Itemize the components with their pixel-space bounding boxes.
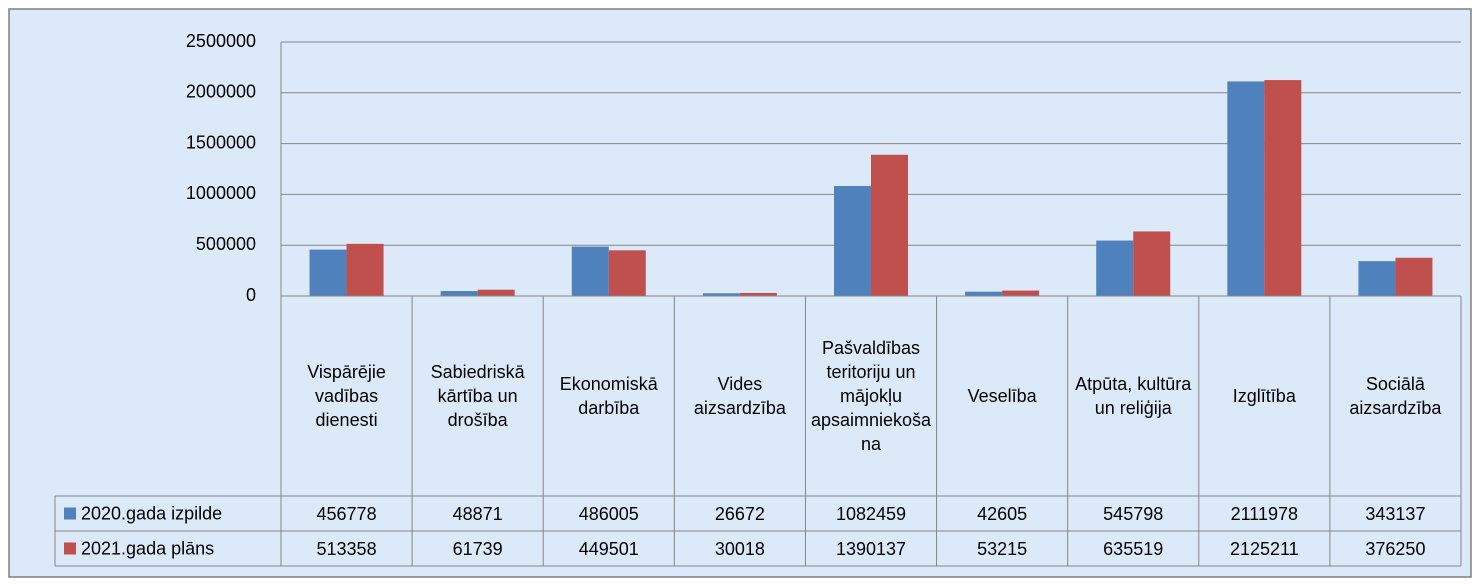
table-value-box: 456778	[316, 503, 377, 524]
category-label: Vispārējie vadības dienesti	[307, 362, 386, 430]
table-value: 48871	[452, 503, 503, 524]
bar	[834, 186, 871, 296]
table-value: 61739	[452, 538, 503, 559]
category-label-box: Atpūta, kultūra un reliģija	[1075, 374, 1192, 418]
category-label-box: Izglītība	[1232, 386, 1296, 406]
table-value: 42605	[977, 503, 1028, 524]
category-label: Vides aizsardzība	[693, 374, 786, 418]
category-label-box: Veselība	[967, 386, 1037, 406]
table-value: 30018	[714, 538, 765, 559]
table-value-box: 376250	[1365, 538, 1426, 559]
legend-swatch	[64, 507, 76, 520]
table-value-box: 486005	[578, 503, 639, 524]
category-label: Veselība	[967, 386, 1037, 406]
table-value-box: 1082459	[835, 503, 907, 524]
table-value: 456778	[316, 503, 377, 524]
table-value-box: 635519	[1103, 538, 1164, 559]
table-value-box: 449501	[578, 538, 639, 559]
bar	[1227, 81, 1265, 296]
table-value: 343137	[1365, 503, 1426, 524]
bar	[1002, 290, 1040, 296]
y-tick-label: 1000000	[186, 183, 256, 203]
bar	[571, 246, 609, 296]
bar	[1395, 257, 1433, 296]
category-label-box: Vispārējie vadības dienesti	[307, 362, 386, 430]
table-value: 1390137	[835, 538, 907, 559]
bar	[1264, 80, 1302, 297]
table-value-box: 26672	[714, 503, 765, 524]
table-value-box: 30018	[714, 538, 765, 559]
bar	[1358, 261, 1396, 296]
table-value: 26672	[714, 503, 765, 524]
table-value: 2125211	[1229, 538, 1299, 559]
table-value: 376250	[1365, 538, 1426, 559]
table-value-box: 513358	[316, 538, 377, 559]
table-value: 1082459	[835, 503, 907, 524]
table-value-box: 2125211	[1229, 538, 1299, 559]
category-label-box: Vides aizsardzība	[693, 374, 786, 418]
bar	[309, 249, 347, 296]
legend-label: 2020.gada izpilde	[81, 503, 222, 523]
bar	[739, 292, 777, 296]
table-value-box: 42605	[977, 503, 1028, 524]
category-label-box: Pašvaldības teritoriju un mājokļu apsaim…	[810, 338, 932, 454]
table-value-box: 53215	[977, 538, 1028, 559]
bar	[871, 154, 908, 296]
table-value: 513358	[316, 538, 377, 559]
bar	[965, 291, 1003, 296]
category-label: Sociālā aizsardzība	[1349, 374, 1442, 418]
table-value: 2111978	[1230, 503, 1299, 524]
bar	[346, 243, 384, 296]
bar	[1096, 240, 1134, 296]
table-value: 53215	[977, 538, 1028, 559]
y-tick-label: 0	[246, 285, 256, 305]
bar	[1133, 231, 1171, 296]
table-value-box: 61739	[452, 538, 503, 559]
category-label: Sabiedriskā kārtība un drošība	[430, 362, 525, 430]
category-label-box: Ekonomiskā darbība	[559, 374, 658, 418]
bar	[608, 250, 646, 296]
table-value-box: 2111978	[1230, 503, 1299, 524]
y-tick-label: 1500000	[186, 132, 256, 152]
category-label: Atpūta, kultūra un reliģija	[1075, 374, 1192, 418]
table-value: 486005	[578, 503, 639, 524]
table-value: 635519	[1103, 538, 1164, 559]
legend-label: 2021.gada plāns	[81, 538, 214, 558]
category-label: Pašvaldības teritoriju un mājokļu apsaim…	[810, 338, 932, 454]
y-tick-label: 500000	[196, 234, 256, 254]
legend-swatch	[64, 542, 76, 555]
y-tick-label: 2000000	[186, 82, 256, 102]
table-value-box: 48871	[452, 503, 503, 524]
category-label: Izglītība	[1232, 386, 1296, 406]
category-label-box: Sociālā aizsardzība	[1349, 374, 1442, 418]
table-value-box: 343137	[1365, 503, 1426, 524]
bar	[477, 289, 515, 296]
table-value-box: 1390137	[835, 538, 907, 559]
table-value-box: 545798	[1103, 503, 1164, 524]
bar	[440, 291, 478, 296]
table-value: 545798	[1103, 503, 1164, 524]
category-label: Ekonomiskā darbība	[559, 374, 658, 418]
category-label-box: Sabiedriskā kārtība un drošība	[430, 362, 525, 430]
y-tick-label: 2500000	[186, 31, 256, 51]
table-value: 449501	[578, 538, 639, 559]
bar	[702, 293, 740, 296]
